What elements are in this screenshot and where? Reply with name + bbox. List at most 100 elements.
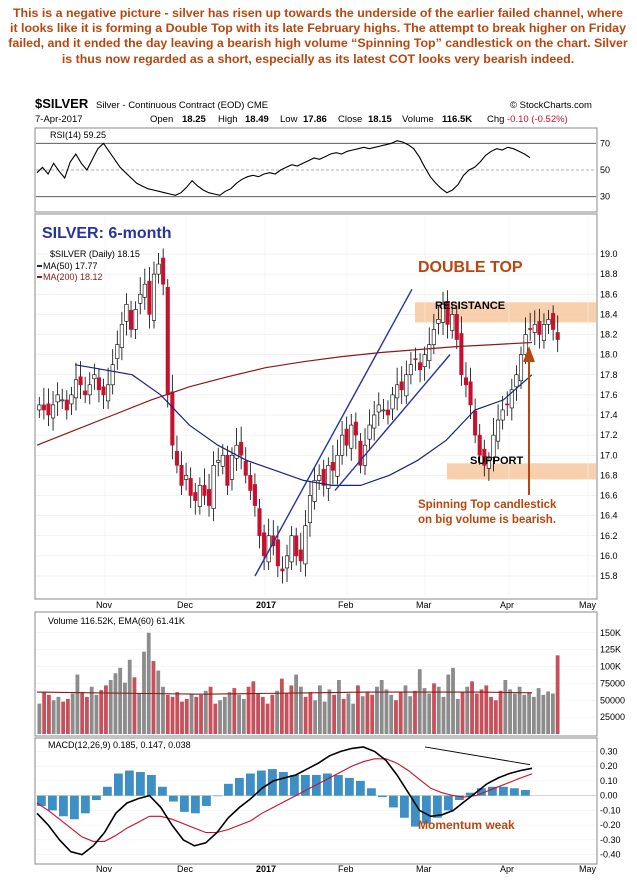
macd-histogram-bar [433,795,442,818]
candle-body [340,434,345,456]
candle-body [518,354,524,382]
macd-histogram-bar [466,792,475,796]
candle-body [211,465,216,509]
double-top-annotation: DOUBLE TOP [418,259,523,276]
volume-bar [460,692,465,734]
macd-histogram-bar [422,795,431,824]
candle-body [537,321,542,335]
macd-histogram-bar [114,773,123,796]
volume-bar [546,691,551,734]
candle-body [404,374,409,397]
volume-bar [118,667,123,734]
volume-bar [308,692,313,734]
candle-body [193,492,198,501]
volume-bar [451,667,455,734]
close-label: Close [338,114,362,125]
price-tick-label: 17.6 [600,390,618,400]
candle-body [60,399,65,402]
macd-histogram-bar [48,795,57,811]
candle-body [473,410,478,436]
rsi-label: RSI(14) 59.25 [50,130,106,140]
macd-histogram-bar [290,774,299,796]
high-value: 18.49 [245,114,269,125]
candle-body [133,309,138,330]
volume-bar [227,692,232,734]
volume-bar [522,694,527,734]
macd-signal-line [36,758,533,842]
macd-x-tick-label: Apr [500,864,514,874]
macd-histogram-bar [158,786,167,796]
volume-bar [303,696,308,734]
candle-body [514,374,519,388]
candle-body [321,469,326,486]
volume-bar [189,693,194,734]
macd-histogram-bar [147,774,156,796]
candle-body [317,475,322,481]
volume-bar [441,696,446,734]
macd-histogram-bar [521,790,530,796]
volume-bar [222,696,227,734]
candle-body [312,480,317,502]
macd-tick-label: 0.20 [600,761,618,771]
open-value: 18.25 [182,114,206,125]
ma50-line [74,364,533,486]
candle-body [399,381,404,391]
volume-bar [70,693,75,734]
macd-histogram-bar [191,795,200,814]
macd-histogram-bar [70,795,79,820]
volume-bar [61,701,66,734]
rsi-tick-label: 30 [600,192,610,202]
volume-bar [123,682,127,734]
candle-body [73,379,79,399]
volume-bar [375,686,379,734]
volume-bar [337,680,341,734]
volume-bar [455,698,460,734]
candle-body [459,333,464,376]
macd-divergence-line [424,746,531,766]
channel-upper-line [254,288,413,577]
candle-body [307,495,313,523]
price-tick-label: 16.8 [600,470,618,480]
candle-body [477,434,482,456]
candle-body [436,319,441,324]
volume-bar [208,686,213,734]
candle-body [184,475,189,480]
macd-histogram-bar [169,795,178,802]
macd-histogram-bar [499,786,508,796]
candle-body [174,450,179,466]
volume-bar [289,685,294,734]
volume-label: Volume [402,114,434,125]
resistance-annotation: RESISTANCE [435,300,505,312]
volume-bar [474,693,479,734]
volume-bar [317,685,322,734]
volume-bar [94,694,99,734]
macd-histogram-bar [510,788,519,796]
macd-histogram-bar [444,795,453,811]
candle-body [115,344,120,359]
candle-body [110,364,115,386]
price-tick-label: 17.8 [600,370,618,380]
price-x-tick-label: Feb [338,600,354,610]
macd-histogram-bar [81,795,90,814]
volume-bar [498,690,503,734]
symbol: $SILVER [35,96,89,111]
price-tick-label: 19.0 [600,249,618,259]
macd-line [36,746,533,856]
volume-bar [199,694,203,734]
candle-body [37,404,42,411]
macd-histogram-bar [345,777,354,796]
low-value: 17.86 [303,114,327,125]
volume-bar [484,685,489,734]
price-tick-label: 18.8 [600,269,618,279]
candle-body [101,386,106,396]
volume-tick-label: 75000 [600,678,625,688]
volume-bar [180,701,184,734]
volume-bar [89,686,94,734]
candle-body [418,362,423,371]
candle-body [335,454,340,477]
candle-body [303,525,308,565]
macd-histogram-bar [213,795,222,797]
price-tick-label: 17.0 [600,450,618,460]
volume-bar [422,688,427,734]
